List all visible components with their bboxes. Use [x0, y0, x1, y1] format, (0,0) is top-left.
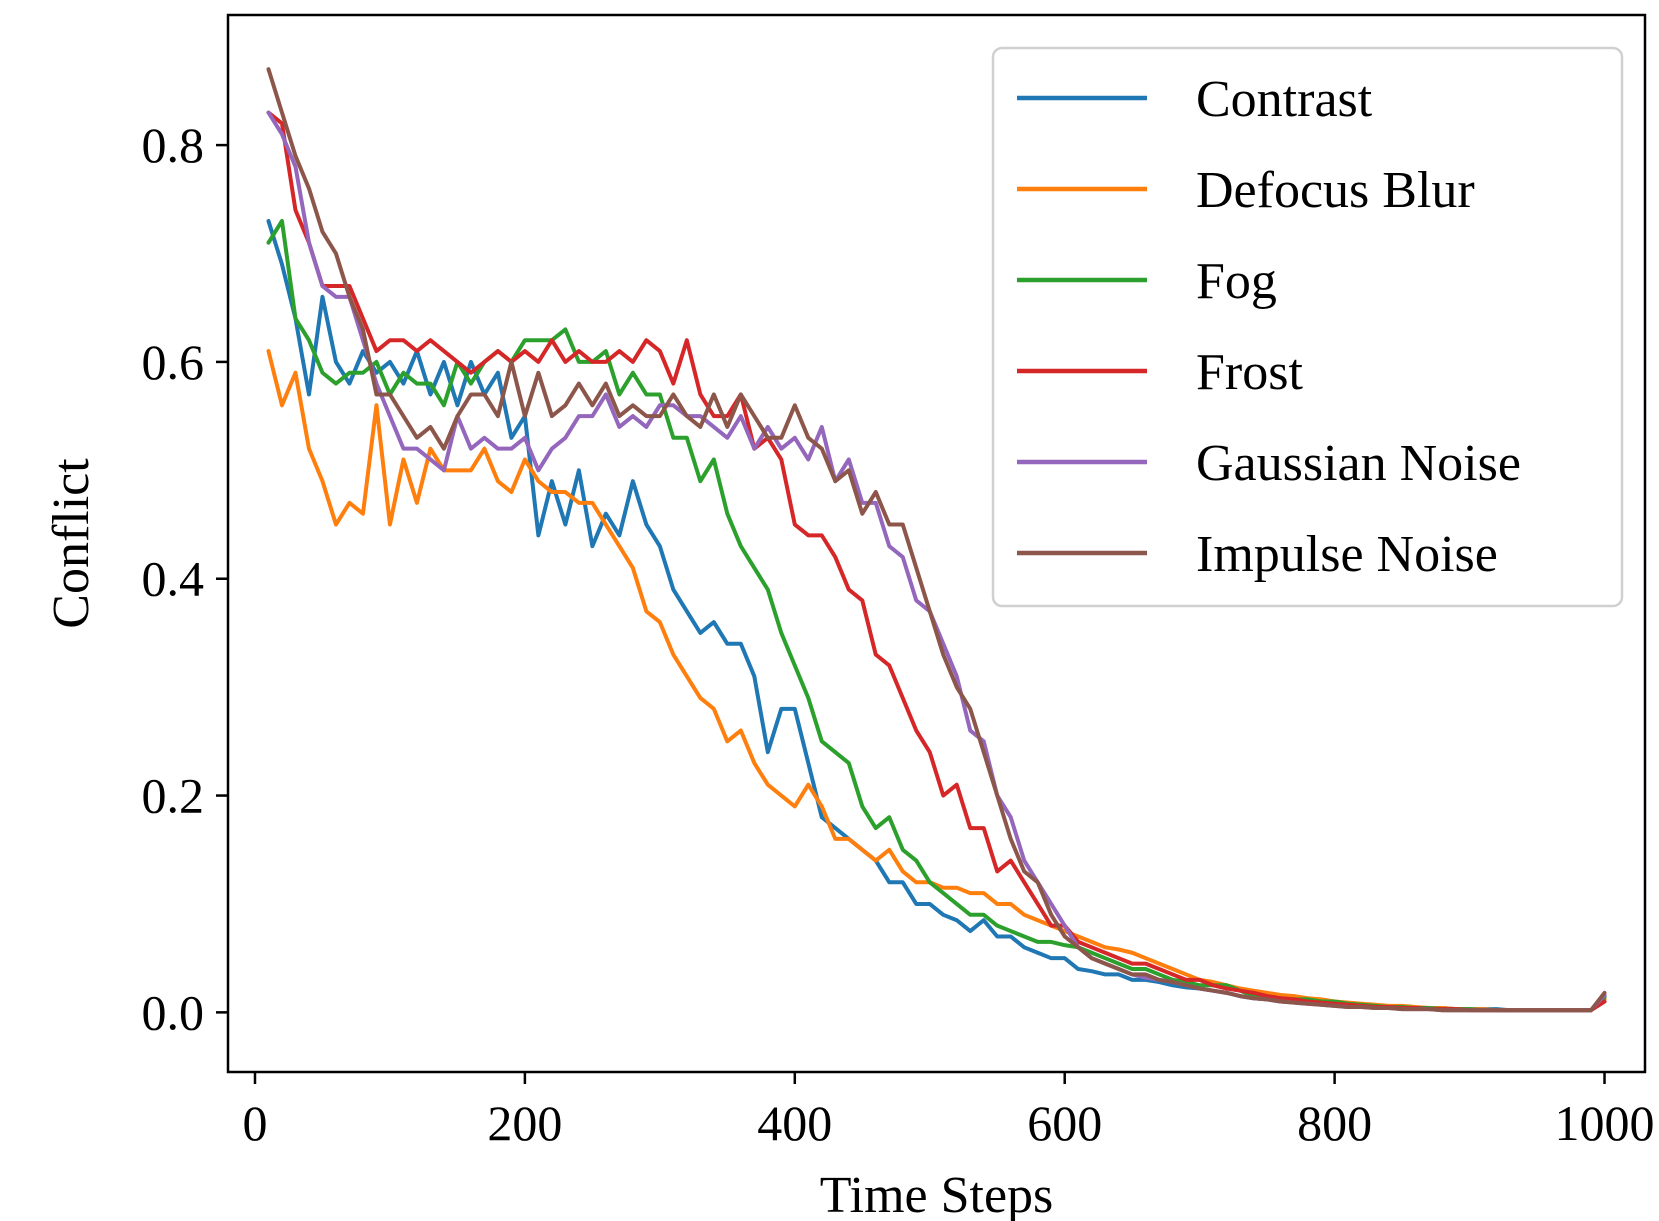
x-tick-label: 0 — [242, 1095, 267, 1151]
y-tick-label: 0.8 — [142, 117, 205, 173]
y-tick-label: 0.2 — [142, 768, 205, 824]
legend-label-frost: Frost — [1196, 344, 1303, 401]
legend-label-defocus-blur: Defocus Blur — [1196, 162, 1475, 219]
legend-box — [991, 46, 1624, 608]
plot-area-frame — [226, 13, 1647, 1074]
legend-label-fog: Fog — [1196, 253, 1277, 310]
legend-label-gaussian-noise: Gaussian Noise — [1196, 435, 1521, 492]
y-axis: 0.0 0.2 0.4 0.6 0.8 — [142, 117, 228, 1040]
y-tick-label: 0.0 — [142, 984, 205, 1040]
y-axis-label: Conflict — [43, 458, 100, 629]
x-tick-label: 800 — [1297, 1095, 1372, 1151]
x-tick-label: 200 — [487, 1095, 562, 1151]
series-layer — [266, 67, 1607, 1013]
x-tick-label: 400 — [757, 1095, 832, 1151]
legend-label-impulse-noise: Impulse Noise — [1196, 526, 1498, 583]
x-tick-label: 600 — [1027, 1095, 1102, 1151]
x-axis-label: Time Steps — [820, 1167, 1054, 1221]
y-tick-label: 0.6 — [142, 334, 205, 390]
legend: Contrast Defocus Blur Fog Frost Gaussian Noi… — [991, 46, 1624, 608]
x-axis: 0 200 400 600 800 1000 — [242, 1072, 1655, 1151]
x-tick-label: 1000 — [1555, 1095, 1655, 1151]
y-tick-label: 0.4 — [142, 551, 205, 607]
series-line-impulse-noise — [266, 67, 1607, 1013]
legend-label-contrast: Contrast — [1196, 71, 1373, 128]
